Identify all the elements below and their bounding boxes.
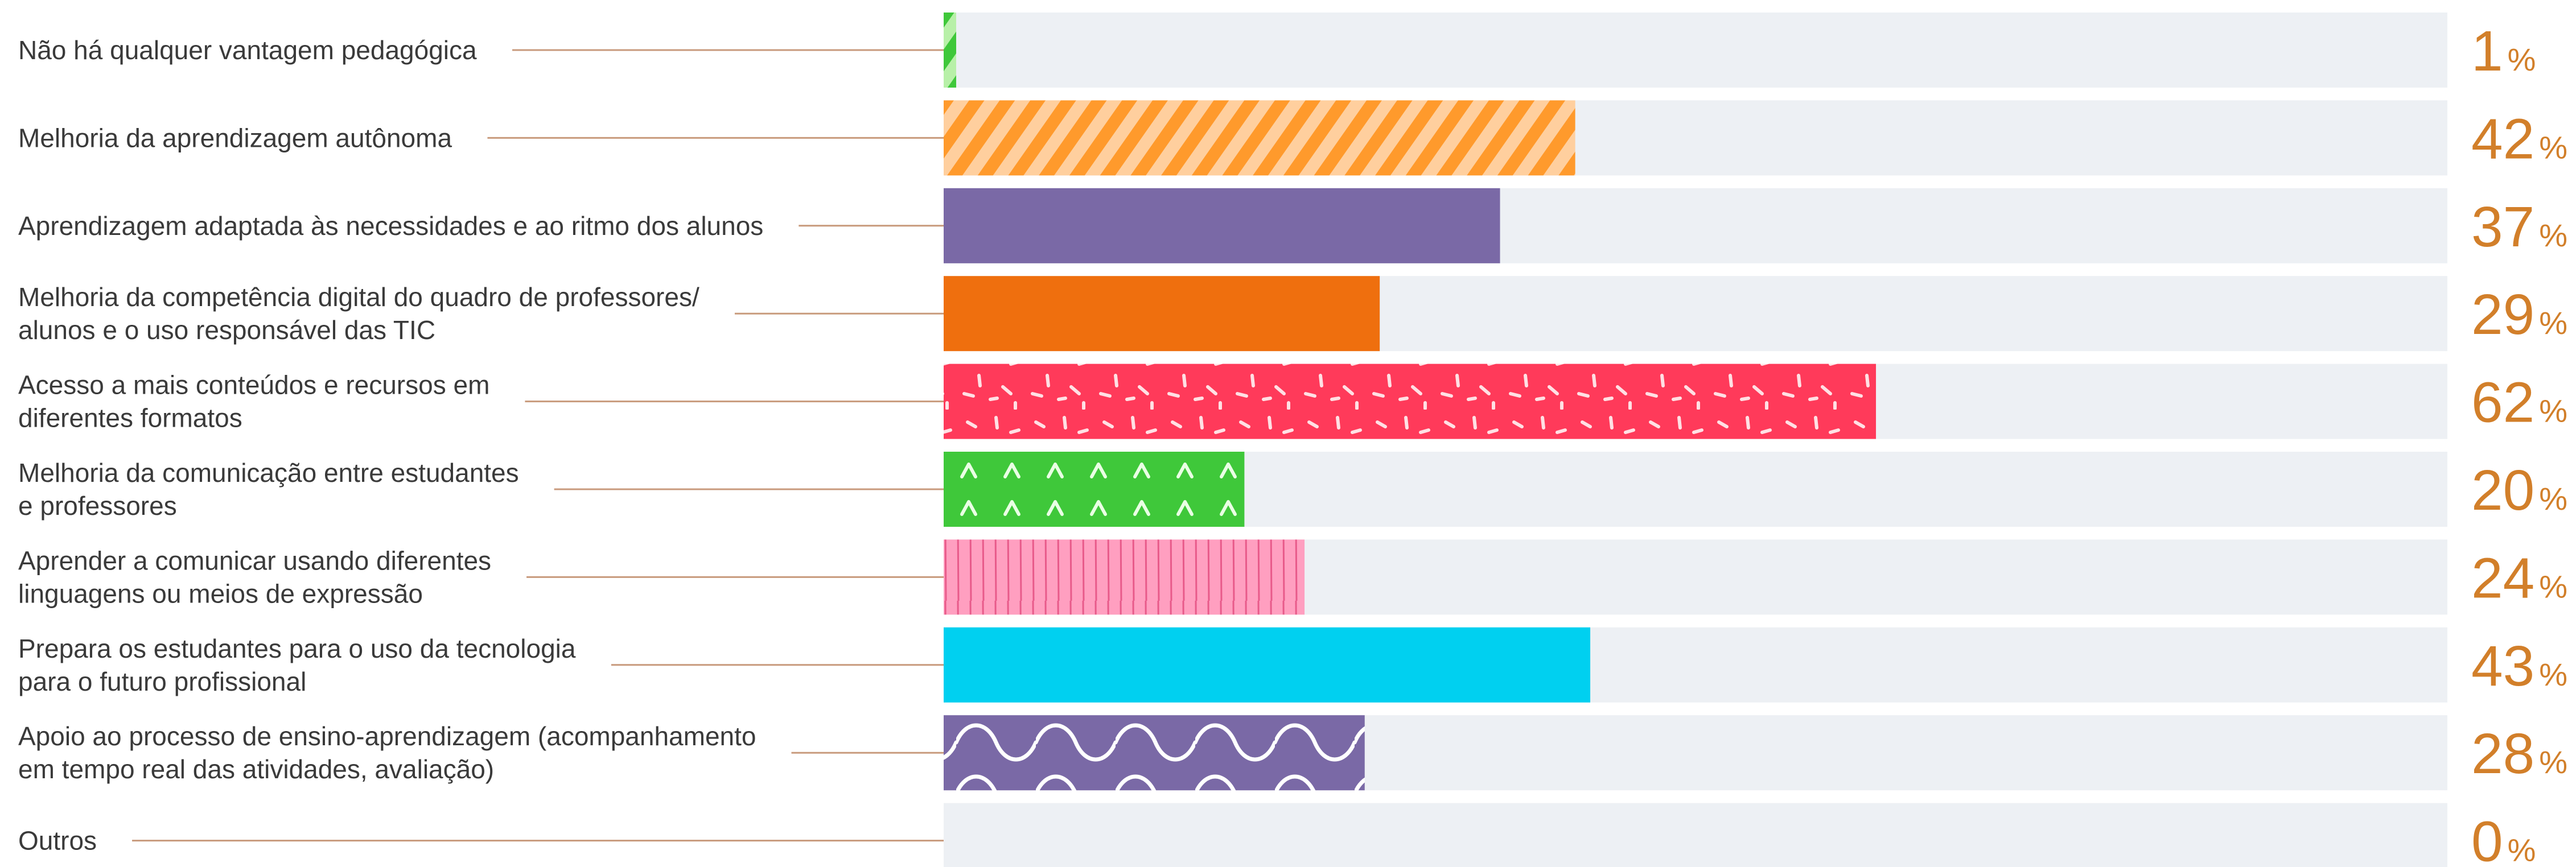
bar-label: Melhoria da competência digital do quadr… <box>18 282 699 345</box>
bar-label: Não há qualquer vantagem pedagógica <box>18 35 477 65</box>
bar-label: Aprender a comunicar usando diferentes li… <box>18 546 491 608</box>
bar-label: Melhoria da comunicação entre estudantes… <box>18 458 519 521</box>
bar-label: Melhoria da aprendizagem autônoma <box>18 123 452 152</box>
bar-track <box>944 13 2447 88</box>
value-label: 24% <box>2471 546 2567 610</box>
bar <box>944 539 1305 615</box>
value-label: 0% <box>2471 810 2536 867</box>
value-label: 42% <box>2471 107 2567 171</box>
bar-row: Não há qualquer vantagem pedagógica 1% <box>18 13 2536 88</box>
bar <box>944 627 1591 703</box>
bar-row: Melhoria da comunicação entre estudantes… <box>18 452 2567 527</box>
bar <box>944 715 1365 791</box>
bar-label: Acesso a mais conteúdos e recursos em dif… <box>18 370 489 433</box>
bar <box>944 276 1380 352</box>
value-label: 1% <box>2471 19 2536 83</box>
bar-row: Outros 0% <box>18 803 2536 867</box>
bar-label: Outros <box>18 826 97 856</box>
bar-row: Aprendizagem adaptada às necessidades e … <box>18 188 2567 263</box>
bar-row: Melhoria da aprendizagem autônoma 42% <box>18 100 2567 176</box>
value-label: 43% <box>2471 634 2567 698</box>
bar-row: Apoio ao processo de ensino-aprendizagem… <box>18 715 2567 791</box>
bar-row: Prepara os estudantes para o uso da tecn… <box>18 627 2567 703</box>
bar-row: Acesso a mais conteúdos e recursos em dif… <box>18 364 2567 439</box>
value-label: 62% <box>2471 371 2567 435</box>
bar-row: Melhoria da competência digital do quadr… <box>18 276 2567 352</box>
bar-track <box>944 803 2447 867</box>
bar <box>944 13 956 88</box>
bar-label: Apoio ao processo de ensino-aprendizagem… <box>18 721 756 784</box>
value-label: 20% <box>2471 459 2567 522</box>
value-label: 28% <box>2471 722 2567 786</box>
bar-label: Prepara os estudantes para o uso da tecn… <box>18 634 576 696</box>
value-label: 29% <box>2471 283 2567 346</box>
bar <box>944 364 1877 439</box>
bar <box>944 188 1500 263</box>
value-label: 37% <box>2471 195 2567 259</box>
bar-row: Aprender a comunicar usando diferentes li… <box>18 539 2567 615</box>
bar-label: Aprendizagem adaptada às necessidades e … <box>18 211 763 241</box>
bar <box>944 452 1245 527</box>
bar <box>944 100 1575 176</box>
